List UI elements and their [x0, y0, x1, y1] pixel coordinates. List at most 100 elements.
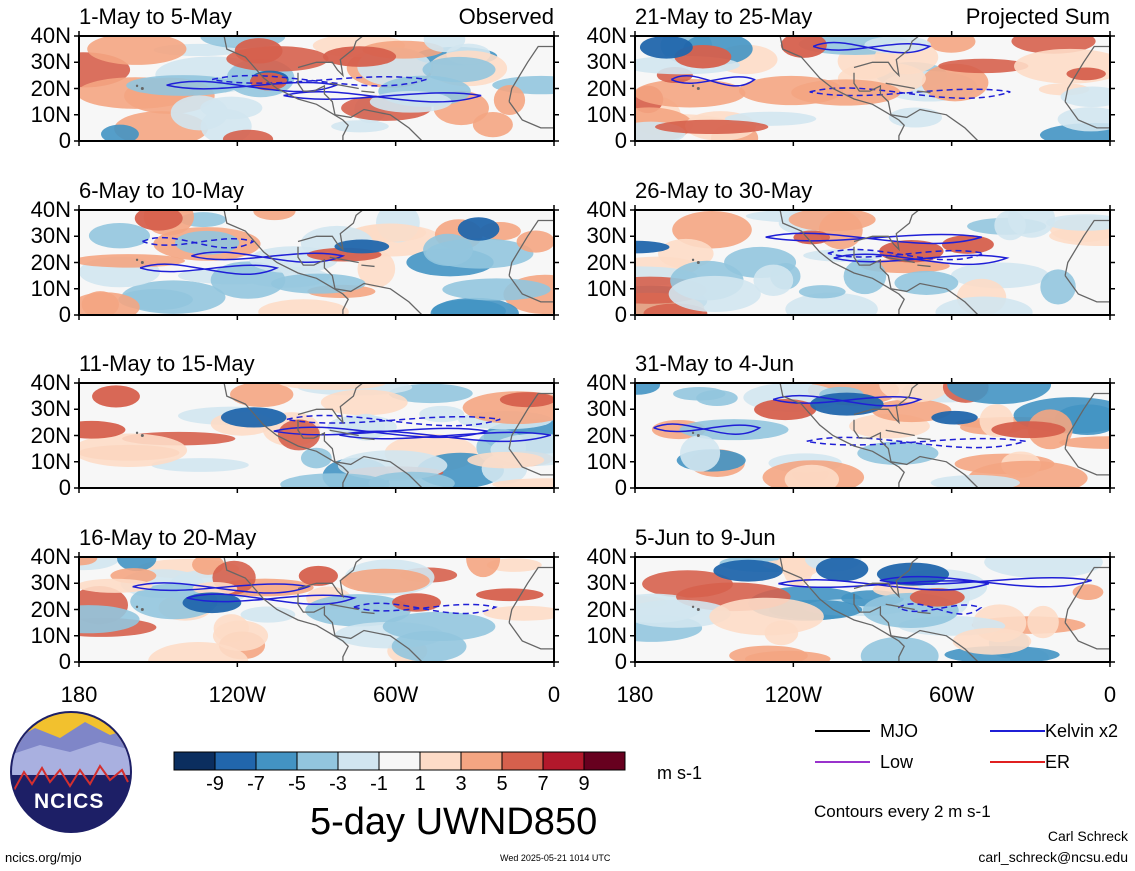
- island-coastline: [885, 82, 931, 94]
- lat-tick-label: 20N: [30, 596, 71, 622]
- colorbar-segment: [460, 751, 503, 771]
- coastline: [853, 593, 979, 662]
- wind-anomaly-area: [331, 120, 389, 133]
- coastline: [508, 275, 554, 303]
- wind-anomaly-area: [79, 433, 188, 467]
- lat-tick-label: 20N: [586, 422, 627, 448]
- lat-tick-label: 30N: [586, 396, 627, 422]
- coastline: [779, 210, 905, 315]
- hawaii-island: [696, 608, 700, 611]
- wind-anomaly-area: [635, 383, 661, 395]
- wind-anomaly-core: [941, 235, 994, 254]
- colorbar-segment: [337, 751, 380, 771]
- island-coastline: [885, 429, 931, 441]
- colorbar-segment: [255, 751, 298, 771]
- lat-tick-label: 20N: [30, 249, 71, 275]
- hawaii-island: [691, 605, 695, 609]
- lat-tick-label: 40N: [586, 544, 627, 569]
- kelvin-contour: [806, 436, 1026, 449]
- wind-anomaly-area: [921, 63, 989, 102]
- lat-tick-label: 40N: [30, 544, 71, 569]
- coastline: [853, 72, 979, 141]
- colorbar-segment: [419, 751, 462, 771]
- coastline: [508, 448, 554, 476]
- coastline: [853, 210, 920, 252]
- wind-anomaly-area: [126, 75, 240, 96]
- lat-tick-label: 0: [58, 302, 71, 327]
- wind-anomaly-area: [938, 58, 1029, 74]
- colorbar-segment: [296, 751, 339, 771]
- coastline: [1064, 622, 1110, 650]
- wind-anomaly-core: [134, 210, 183, 231]
- wind-anomaly-area: [258, 299, 349, 315]
- kelvin-contour: [191, 251, 346, 264]
- wind-anomaly-core: [780, 36, 827, 58]
- colorbar-label: -7: [247, 773, 265, 795]
- coastline: [508, 101, 554, 129]
- wind-anomaly-core: [79, 420, 126, 439]
- lat-tick-label: 10N: [586, 275, 627, 301]
- lat-tick-label: 30N: [586, 49, 627, 75]
- wind-anomaly-area: [467, 451, 545, 469]
- wind-anomaly-core: [815, 557, 869, 582]
- coastline: [297, 557, 364, 599]
- kelvin-contour: [670, 74, 756, 87]
- legend-label: Low: [880, 752, 914, 772]
- wind-anomaly-area: [1060, 86, 1110, 107]
- coastline: [853, 383, 920, 425]
- hawaii-island: [140, 87, 144, 90]
- panel-title: 5-Jun to 9-Jun: [635, 525, 776, 550]
- kelvin-contour: [812, 41, 932, 54]
- lat-tick-label: 30N: [30, 396, 71, 422]
- hawaii-island: [696, 434, 700, 437]
- kelvin-contour: [353, 602, 498, 615]
- coastline: [223, 210, 349, 315]
- wind-anomaly-area: [1007, 210, 1056, 238]
- wind-anomaly-core: [220, 407, 287, 428]
- wind-anomaly-area: [635, 599, 731, 628]
- lat-tick-label: 10N: [586, 448, 627, 474]
- colorbar-label: 5: [496, 773, 508, 795]
- map-panel: [635, 36, 1110, 141]
- lat-tick-label: 10N: [30, 275, 71, 301]
- kelvin-contour: [778, 579, 990, 591]
- wind-anomaly-area: [753, 264, 794, 296]
- wind-anomaly-area: [271, 273, 366, 294]
- wind-anomaly-area: [486, 558, 542, 572]
- colorbar-segment: [214, 751, 257, 771]
- wind-anomaly-area: [151, 458, 249, 472]
- kelvin-contour: [142, 236, 256, 249]
- wind-anomaly-area: [352, 223, 427, 242]
- colorbar-segment: [378, 751, 421, 771]
- map-panel: [79, 36, 554, 141]
- colorbar-segment: [542, 751, 585, 771]
- lat-tick-label: 20N: [586, 249, 627, 275]
- wind-anomaly-area: [174, 230, 240, 255]
- panel-title: 31-May to 4-Jun: [635, 351, 794, 376]
- wind-anomaly-core: [499, 392, 554, 408]
- lat-tick-label: 40N: [586, 370, 627, 395]
- hawaii-island: [135, 605, 139, 609]
- wind-anomaly-area: [79, 605, 140, 634]
- wind-anomaly-area: [230, 383, 294, 408]
- wind-anomaly-area: [1046, 214, 1110, 231]
- wind-anomaly-area: [516, 230, 554, 253]
- hawaii-island: [140, 261, 144, 264]
- lat-tick-label: 10N: [30, 448, 71, 474]
- lat-tick-label: 0: [58, 475, 71, 500]
- colorbar-label: 3: [455, 773, 467, 795]
- lon-tick-label: 0: [1103, 682, 1117, 707]
- wind-anomaly-area: [952, 627, 1032, 655]
- panel-title: 21-May to 25-May: [635, 4, 813, 29]
- wind-anomaly-core: [1066, 67, 1106, 81]
- kelvin-contour: [339, 430, 552, 443]
- panel-title: 11-May to 15-May: [79, 351, 255, 376]
- island-coastline: [329, 82, 375, 94]
- lon-tick-label: 120W: [208, 682, 267, 707]
- coastline: [1064, 45, 1110, 102]
- colorbar-segment: [173, 751, 216, 771]
- coastline: [223, 383, 349, 488]
- panel-tag: Projected Sum: [965, 4, 1110, 29]
- wind-anomaly-area: [419, 405, 465, 423]
- panel-title: 6-May to 10-May: [79, 178, 245, 203]
